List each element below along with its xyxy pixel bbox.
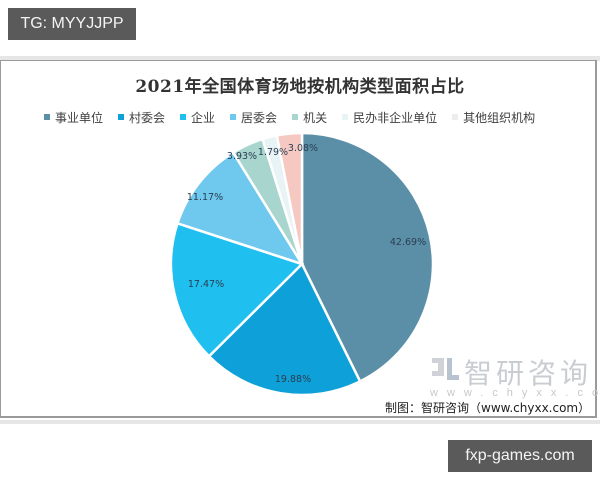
divider-bottom — [0, 420, 600, 424]
slice-value-label: 42.69% — [390, 237, 426, 248]
legend-item-4: 机关 — [292, 109, 327, 126]
legend-label: 企业 — [191, 110, 216, 125]
chart-source: 制图：智研咨询（www.chyxx.com） — [385, 401, 591, 415]
legend-item-3: 居委会 — [230, 109, 277, 126]
legend-swatch-icon — [292, 114, 299, 120]
legend-label: 村委会 — [129, 110, 166, 125]
legend-swatch-icon — [118, 114, 125, 120]
legend-item-0: 事业单位 — [44, 109, 103, 126]
pie-slice-1 — [207, 261, 362, 397]
slice-value-label: 1.79% — [258, 147, 288, 158]
legend-item-2: 企业 — [180, 109, 215, 126]
divider-top — [0, 56, 600, 61]
legend-swatch-icon — [44, 114, 50, 120]
slice-value-label: 17.47% — [188, 279, 224, 290]
slice-value-label: 3.08% — [288, 143, 318, 154]
legend-swatch-icon — [180, 114, 187, 120]
legend-label: 其他组织机构 — [463, 110, 536, 125]
watermark-url: www.chyxx.com — [430, 387, 600, 399]
pie-slice-0 — [300, 131, 435, 384]
pie-slice-2 — [169, 221, 305, 359]
legend-label: 机关 — [303, 110, 328, 125]
legend-label: 事业单位 — [55, 110, 104, 125]
watermark-brand: 智研咨询 — [464, 357, 593, 390]
pie-slice-3 — [175, 150, 305, 267]
pie-slice-6 — [275, 131, 304, 265]
slice-value-label: 3.93% — [227, 151, 257, 162]
chart-legend: 事业单位 村委会 企业 居委会 机关 民办非企业单位 其他组织机构 — [44, 108, 550, 126]
chart-title: 2021年全国体育场地按机构类型面积占比 — [135, 77, 465, 97]
tag-label-top: TG: MYYJJPP — [8, 8, 136, 40]
legend-item-6: 其他组织机构 — [452, 109, 535, 126]
legend-item-1: 村委会 — [118, 109, 165, 126]
legend-item-5: 民办非企业单位 — [342, 109, 437, 126]
slice-value-label: 19.88% — [275, 374, 311, 385]
legend-label: 居委会 — [241, 110, 278, 125]
legend-label: 民办非企业单位 — [353, 110, 438, 125]
slice-value-label: 11.17% — [187, 192, 223, 203]
legend-swatch-icon — [230, 114, 237, 120]
legend-swatch-icon — [452, 114, 459, 120]
legend-swatch-icon — [342, 114, 349, 120]
watermark-logo-icon — [432, 358, 459, 380]
tag-label-bottom: fxp-games.com — [448, 440, 592, 472]
